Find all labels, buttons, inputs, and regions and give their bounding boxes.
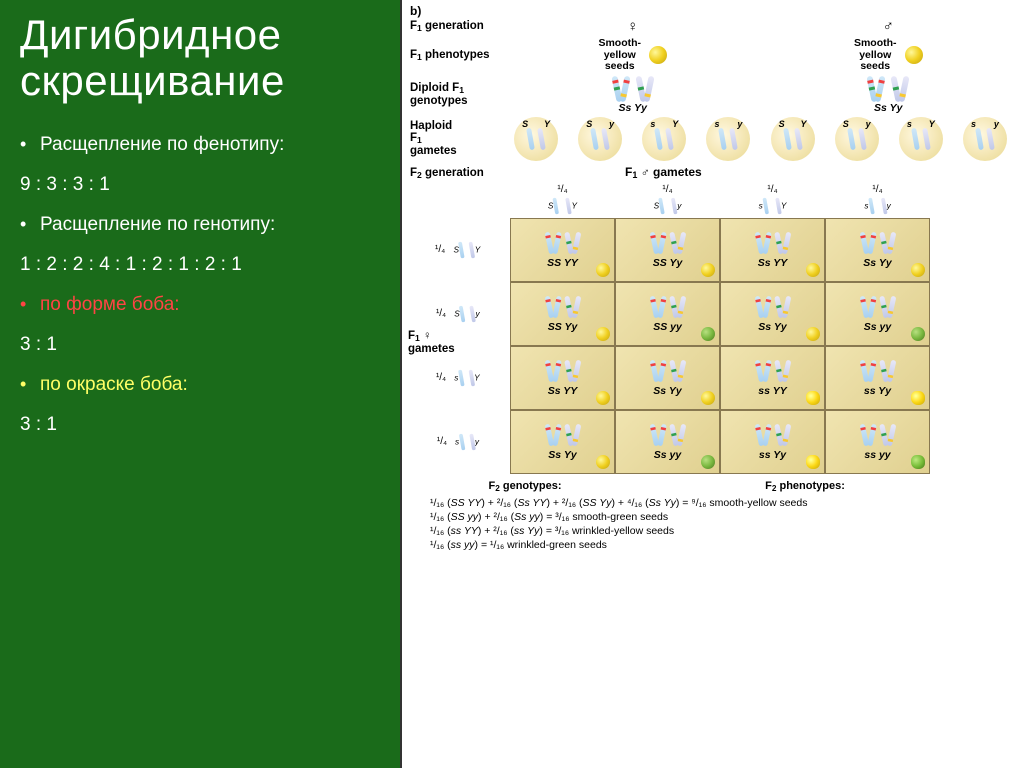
punnett-cell: SS Yy bbox=[615, 218, 720, 282]
seed-yellow-icon bbox=[649, 46, 667, 64]
bullet-item: 3 : 1 bbox=[20, 414, 380, 436]
bullet-item: Расщепление по фенотипу: bbox=[20, 134, 380, 156]
punnett-cell: ss Yy bbox=[825, 346, 930, 410]
equation-line: ¹/₁₆ (SS yy) + ²/₁₆ (Ss yy) = ³/₁₆ smoot… bbox=[430, 511, 1016, 523]
punnett-cell: Ss YY bbox=[720, 218, 825, 282]
label-diploid: Diploid F1genotypes bbox=[410, 82, 505, 107]
punnett-cell: ss yy bbox=[825, 410, 930, 474]
left-panel: Дигибридное скрещивание Расщепление по ф… bbox=[0, 0, 400, 768]
punnett-col-header: ¹/₄ S y bbox=[615, 182, 720, 218]
equation-line: ¹/₁₆ (ss yy) = ¹/₁₆ wrinkled-green seeds bbox=[430, 539, 1016, 551]
punnett-cell: Ss yy bbox=[615, 410, 720, 474]
f2-phenotypes-header: F2 phenotypes: bbox=[640, 480, 970, 493]
diploid-genotypes-row: Diploid F1genotypes Ss Yy Ss Yy bbox=[410, 76, 1016, 114]
bullet-item: по форме боба: bbox=[20, 294, 380, 316]
bottom-section: F2 genotypes: F2 phenotypes: ¹/₁₆ (SS YY… bbox=[410, 480, 1016, 551]
female-symbol: ♀ bbox=[627, 18, 638, 35]
bullet-item: 9 : 3 : 3 : 1 bbox=[20, 174, 380, 196]
gamete-circle: Sy bbox=[835, 117, 879, 161]
label-haploid: HaploidF1gametes bbox=[410, 120, 505, 157]
punnett-cell: Ss Yy bbox=[720, 282, 825, 346]
equation-line: ¹/₁₆ (SS YY) + ²/₁₆ (Ss YY) + ²/₁₆ (SS Y… bbox=[430, 497, 1016, 509]
gamete-circle: sY bbox=[899, 117, 943, 161]
punnett-cell: Ss Yy bbox=[510, 410, 615, 474]
haploid-gametes-row: HaploidF1gametes SY Sy sY sy SY Sy sY sy bbox=[410, 117, 1016, 161]
punnett-row-header: ¹/₄ S Y bbox=[410, 218, 510, 282]
bullet-list: Расщепление по фенотипу: 9 : 3 : 3 : 1 Рас… bbox=[20, 134, 380, 436]
female-gametes-title: F1 ♀gametes bbox=[408, 330, 468, 358]
gamete-circle: SY bbox=[771, 117, 815, 161]
punnett-area: F2 generation F1 ♂ gametes F1 ♀gametes ¹… bbox=[410, 165, 1016, 474]
punnett-col-header: ¹/₄ s y bbox=[825, 182, 930, 218]
f2-genotypes-header: F2 genotypes: bbox=[410, 480, 640, 493]
punnett-cell: SS yy bbox=[615, 282, 720, 346]
bullet-item: 3 : 1 bbox=[20, 334, 380, 356]
equation-line: ¹/₁₆ (ss YY) + ²/₁₆ (ss Yy) = ³/₁₆ wrink… bbox=[430, 525, 1016, 537]
punnett-cell: SS YY bbox=[510, 218, 615, 282]
slide-title: Дигибридное скрещивание bbox=[20, 12, 380, 104]
smooth-yellow-label: Smooth-yellowseeds bbox=[854, 38, 897, 73]
gamete-circle: sY bbox=[642, 117, 686, 161]
bullet-item: Расщепление по генотипу: bbox=[20, 214, 380, 236]
male-gametes-title: F1 ♂ gametes bbox=[625, 165, 702, 180]
punnett-col-header: ¹/₄ S Y bbox=[510, 182, 615, 218]
male-symbol: ♂ bbox=[883, 18, 894, 35]
gamete-circle: sy bbox=[963, 117, 1007, 161]
gamete-circle: Sy bbox=[578, 117, 622, 161]
punnett-cell: Ss Yy bbox=[825, 218, 930, 282]
label-f1-gen: F1 generation bbox=[410, 20, 505, 33]
f1-phenotypes-row: F1 phenotypes Smooth-yellowseeds Smooth-… bbox=[410, 38, 1016, 73]
punnett-col-header: ¹/₄ s Y bbox=[720, 182, 825, 218]
punnett-row-header: ¹/₄ s y bbox=[410, 410, 510, 474]
bullet-item: по окраске боба: bbox=[20, 374, 380, 396]
punnett-cell: ss YY bbox=[720, 346, 825, 410]
section-b-label: b) bbox=[410, 4, 1016, 18]
right-panel: b) F1 generation ♀ ♂ F1 phenotypes Smoot… bbox=[400, 0, 1024, 768]
punnett-cell: ss Yy bbox=[720, 410, 825, 474]
gamete-circle: sy bbox=[706, 117, 750, 161]
label-f1-pheno: F1 phenotypes bbox=[410, 49, 505, 62]
bullet-item: 1 : 2 : 2 : 4 : 1 : 2 : 1 : 2 : 1 bbox=[20, 254, 380, 276]
label-f2-gen: F2 generation bbox=[410, 167, 505, 180]
smooth-yellow-label: Smooth-yellowseeds bbox=[598, 38, 641, 73]
diploid-chrom-male: Ss Yy bbox=[868, 76, 908, 114]
gamete-circle: SY bbox=[514, 117, 558, 161]
punnett-cell: Ss Yy bbox=[615, 346, 720, 410]
punnett-cell: Ss yy bbox=[825, 282, 930, 346]
punnett-cell: Ss YY bbox=[510, 346, 615, 410]
seed-yellow-icon bbox=[905, 46, 923, 64]
punnett-grid: ¹/₄ S Y¹/₄ S y¹/₄ s Y¹/₄ s y¹/₄ S Y SS Y… bbox=[410, 182, 1016, 474]
punnett-cell: SS Yy bbox=[510, 282, 615, 346]
diploid-chrom-female: Ss Yy bbox=[613, 76, 653, 114]
f1-generation-row: F1 generation ♀ ♂ bbox=[410, 18, 1016, 35]
